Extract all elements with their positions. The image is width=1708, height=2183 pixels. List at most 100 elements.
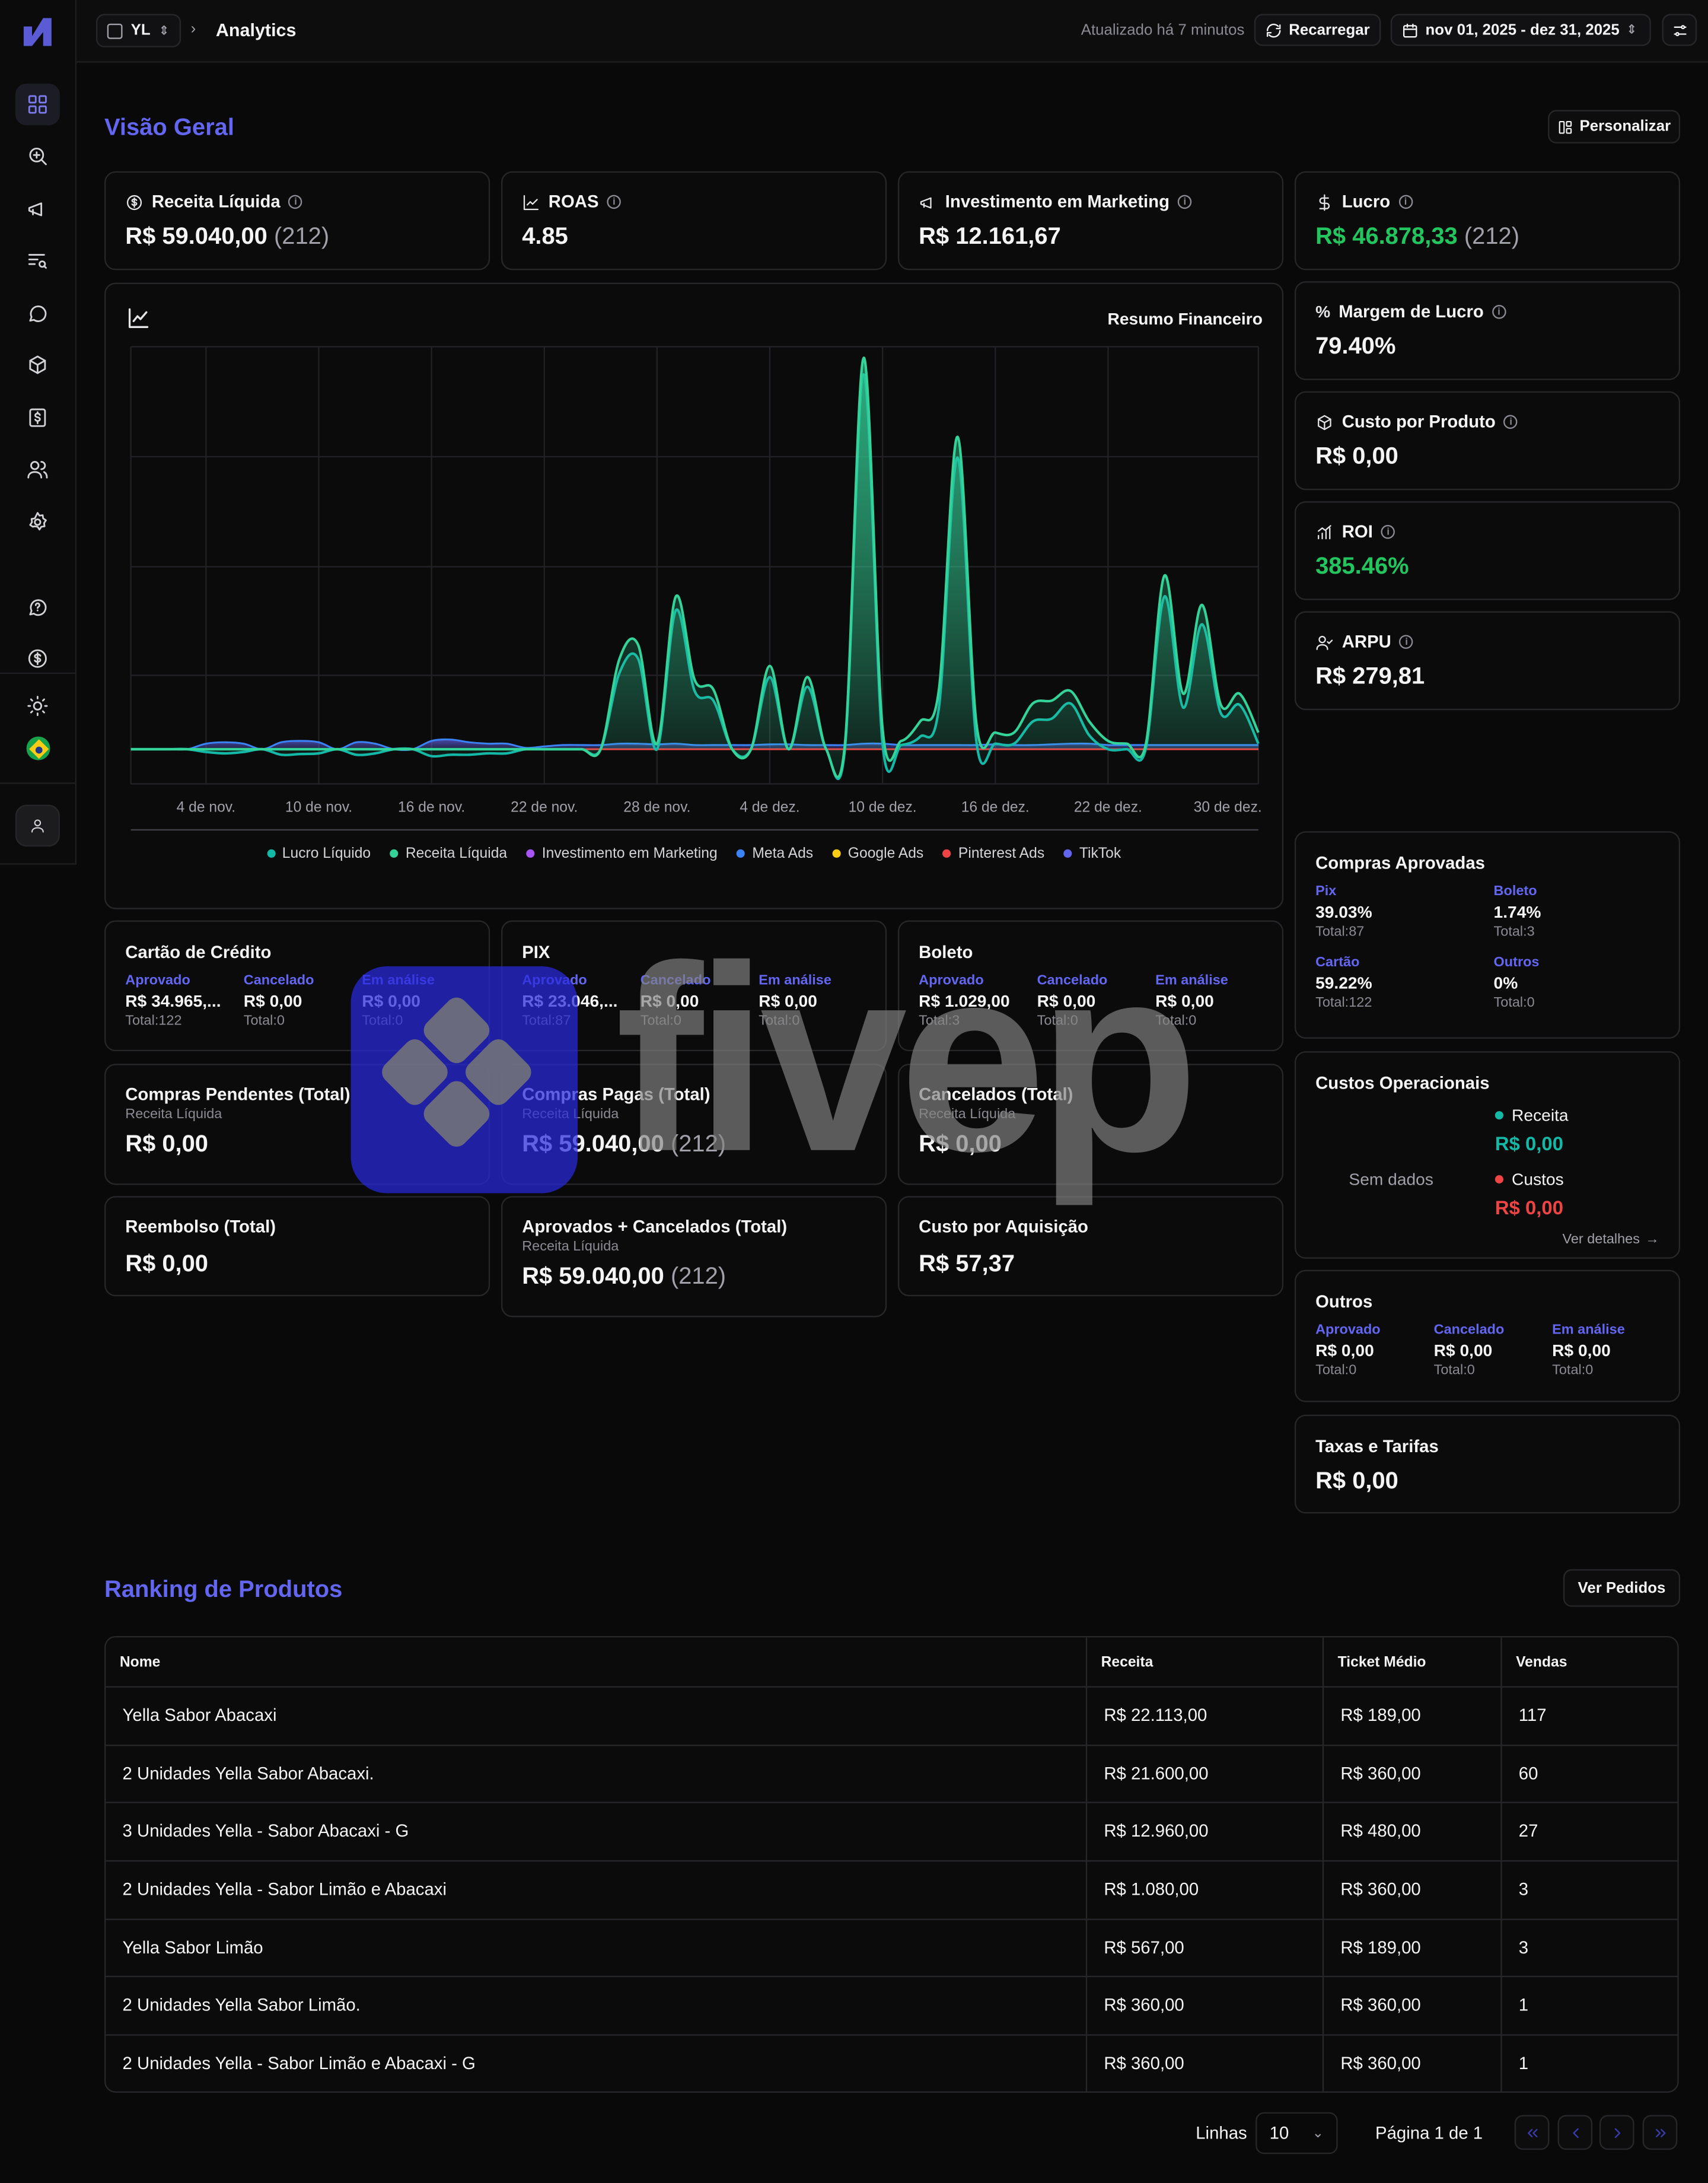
workspace-switcher[interactable]: YL ⇕ — [95, 14, 181, 47]
kpi-value: R$ 0,00 — [1315, 443, 1398, 470]
chevron-down-icon: ⌄ — [1312, 2125, 1324, 2141]
view-orders-button[interactable]: Ver Pedidos — [1563, 1569, 1681, 1607]
support-chat-icon[interactable] — [15, 586, 60, 628]
dashboard-icon[interactable] — [15, 83, 60, 126]
review-total: Total:0 — [1552, 1363, 1594, 1379]
filters-button[interactable] — [1662, 14, 1697, 46]
list-search-icon[interactable] — [15, 240, 60, 281]
legend-item[interactable]: TikTok — [1064, 845, 1121, 862]
reload-label: Recarregar — [1289, 21, 1370, 39]
ranking-title: Ranking de Produtos — [104, 1576, 343, 1603]
customize-button[interactable]: Personalizar — [1548, 110, 1681, 144]
card-title: Custos Operacionais — [1315, 1073, 1490, 1093]
table-row[interactable]: 3 Unidades Yella - Sabor Abacaxi - G R$ 1… — [106, 1802, 1678, 1862]
column-header[interactable]: Vendas — [1500, 1637, 1677, 1686]
legend-label: Lucro Líquido — [282, 845, 371, 862]
table-row[interactable]: Yella Sabor Abacaxi R$ 22.113,00 R$ 189,00… — [106, 1686, 1678, 1746]
legend-label: TikTok — [1079, 845, 1121, 862]
kpi-count: (212) — [1464, 222, 1520, 250]
date-range-picker[interactable]: nov 01, 2025 - dez 31, 2025 ⇕ — [1390, 14, 1651, 46]
table-row[interactable]: 2 Unidades Yella Sabor Abacaxi. R$ 21.600… — [106, 1744, 1678, 1804]
approved-label: Aprovado — [522, 973, 587, 989]
table-row[interactable]: 2 Unidades Yella Sabor Limão. R$ 360,00 R$… — [106, 1976, 1678, 2036]
package-icon[interactable] — [15, 344, 60, 386]
legend-item[interactable]: Meta Ads — [737, 845, 813, 862]
chevron-updown-icon: ⇕ — [158, 23, 170, 37]
rows-per-page-select[interactable]: 10 ⌄ — [1255, 2112, 1338, 2155]
info-icon[interactable]: i — [1398, 195, 1413, 209]
dollar-circle-icon — [126, 194, 142, 209]
kpi-roas: ROAS i 4.85 — [501, 171, 887, 271]
avg-ticket-cell: R$ 360,00 — [1322, 1744, 1500, 1803]
item-total: Total:3 — [1493, 924, 1535, 940]
sales-cell: 1 — [1500, 2034, 1677, 2092]
legend-item[interactable]: Google Ads — [832, 845, 923, 862]
info-icon[interactable]: i — [607, 195, 622, 209]
revenue-value: R$ 0,00 — [1494, 1132, 1564, 1154]
analytics-search-icon[interactable] — [15, 135, 60, 177]
kpi-net-revenue: Receita Líquida i R$ 59.040,00 (212) — [104, 171, 490, 271]
date-range-label: nov 01, 2025 - dez 31, 2025 — [1425, 21, 1620, 39]
table-row[interactable]: Yella Sabor Limão R$ 567,00 R$ 189,00 3 — [106, 1918, 1678, 1978]
sliders-icon — [1673, 24, 1686, 36]
legend-item[interactable]: Lucro Líquido — [266, 845, 371, 862]
currency-icon[interactable] — [15, 638, 60, 679]
column-header[interactable]: Ticket Médio — [1322, 1637, 1500, 1686]
info-icon[interactable]: i — [288, 195, 303, 209]
next-page-button[interactable] — [1599, 2115, 1634, 2150]
brazil-flag-icon[interactable] — [26, 736, 50, 760]
legend-item[interactable]: Receita Líquida — [390, 845, 507, 862]
review-total: Total:0 — [362, 1013, 403, 1029]
kpi-label: Receita Líquida — [151, 192, 281, 212]
legend-dot — [1494, 1175, 1503, 1184]
percent-icon: % — [1315, 302, 1331, 322]
reload-button[interactable]: Recarregar — [1254, 14, 1381, 46]
app-logo[interactable] — [20, 12, 56, 52]
legend-dot — [1494, 1111, 1503, 1120]
workspace-name: YL — [130, 22, 151, 39]
series-area-1 — [130, 358, 1258, 777]
table-row[interactable]: 2 Unidades Yella - Sabor Limão e Abacaxi… — [106, 2034, 1677, 2092]
users-icon[interactable] — [15, 448, 60, 490]
cancelled-value: R$ 0,00 — [1037, 991, 1096, 1011]
info-icon[interactable]: i — [1492, 305, 1506, 319]
last-page-button[interactable] — [1642, 2115, 1678, 2150]
approved-label: Aprovado — [1315, 1322, 1381, 1338]
column-header[interactable]: Receita — [1085, 1637, 1323, 1686]
first-page-button[interactable] — [1514, 2115, 1550, 2150]
chat-icon[interactable] — [15, 292, 60, 334]
legend-item[interactable]: Pinterest Ads — [943, 845, 1044, 862]
prev-page-button[interactable] — [1557, 2115, 1593, 2150]
legend-dot — [266, 849, 276, 858]
layout-icon — [1559, 120, 1572, 133]
table-header: Nome Receita Ticket Médio Vendas — [106, 1637, 1678, 1688]
refresh-icon — [1266, 23, 1281, 37]
payment-card-credit: Cartão de Crédito Aprovado R$ 34.965,... T… — [104, 920, 490, 1052]
billing-icon[interactable] — [15, 397, 60, 438]
cancelled-label: Cancelado — [640, 973, 711, 989]
info-icon[interactable]: i — [1399, 635, 1414, 649]
summary-subtitle: Receita Líquida — [522, 1107, 619, 1122]
details-link[interactable]: Ver detalhes → — [1562, 1232, 1659, 1248]
column-header[interactable]: Nome — [119, 1653, 161, 1670]
theme-sun-icon[interactable] — [15, 685, 60, 727]
table-row[interactable]: 2 Unidades Yella - Sabor Limão e Abacaxi… — [106, 1860, 1678, 1920]
settings-icon[interactable] — [15, 501, 60, 543]
info-icon[interactable]: i — [1381, 524, 1395, 539]
card-title: Taxas e Tarifas — [1315, 1437, 1439, 1457]
series-line-1[interactable] — [130, 357, 1260, 778]
review-label: Em análise — [1155, 973, 1228, 989]
product-name-cell: Yella Sabor Abacaxi — [122, 1705, 277, 1725]
chart-plot[interactable]: 4 de nov. 10 de nov. 16 de nov. 22 de nov. 2… — [106, 284, 1282, 841]
x-tick-label: 28 de nov. — [623, 799, 690, 815]
chevron-right-icon — [1614, 2127, 1620, 2137]
x-tick-label: 16 de dez. — [961, 799, 1030, 815]
sales-cell: 3 — [1500, 1860, 1677, 1918]
page-indicator: Página 1 de 1 — [1375, 2123, 1483, 2143]
user-avatar-icon[interactable] — [15, 804, 60, 847]
megaphone-icon[interactable] — [15, 188, 60, 230]
legend-item[interactable]: Investimento em Marketing — [526, 845, 718, 862]
x-tick-label: 22 de nov. — [511, 799, 578, 815]
info-icon[interactable]: i — [1503, 415, 1518, 429]
info-icon[interactable]: i — [1178, 195, 1192, 209]
